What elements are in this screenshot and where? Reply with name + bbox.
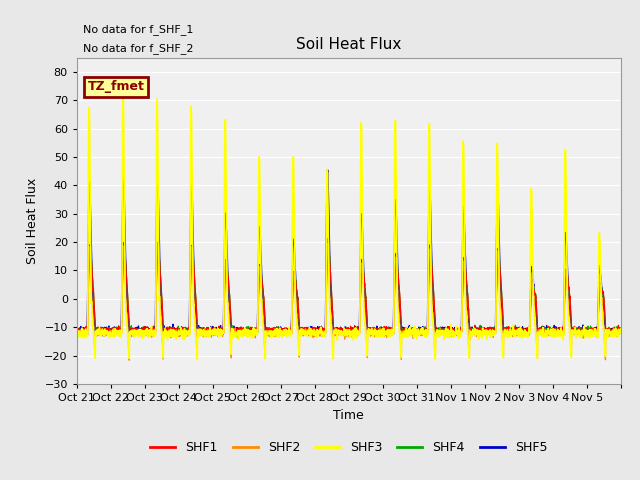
Y-axis label: Soil Heat Flux: Soil Heat Flux	[26, 178, 38, 264]
SHF1	[513, 329, 521, 335]
SHF5	[617, 327, 625, 333]
Line: SHF1: SHF1	[77, 238, 621, 335]
SHF2	[245, 330, 253, 336]
Title: Soil Heat Flux: Soil Heat Flux	[296, 37, 401, 52]
Line: SHF2: SHF2	[77, 242, 621, 360]
SHF1	[244, 329, 252, 335]
SHF4	[382, 327, 390, 333]
SHF3	[610, 331, 618, 336]
Line: SHF5: SHF5	[77, 170, 621, 336]
SHF5	[244, 328, 252, 334]
SHF1	[544, 326, 552, 332]
SHF4	[202, 332, 210, 337]
SHF1	[73, 328, 81, 334]
SHF3	[193, 357, 201, 363]
SHF2	[73, 331, 81, 337]
SHF3	[245, 333, 253, 338]
SHF2	[125, 357, 133, 363]
SHF2	[513, 329, 521, 335]
SHF4	[324, 240, 332, 245]
SHF5	[513, 328, 521, 334]
Text: No data for f_SHF_1: No data for f_SHF_1	[83, 24, 193, 35]
SHF3	[544, 330, 552, 336]
SHF1	[127, 327, 135, 333]
SHF3	[513, 328, 521, 334]
SHF2	[382, 331, 390, 336]
SHF5	[73, 329, 81, 335]
SHF4	[610, 327, 618, 333]
SHF5	[544, 325, 552, 331]
SHF1	[617, 326, 625, 332]
Line: SHF3: SHF3	[77, 96, 621, 360]
SHF3	[382, 328, 390, 334]
Legend: SHF1, SHF2, SHF3, SHF4, SHF5: SHF1, SHF2, SHF3, SHF4, SHF5	[145, 436, 552, 459]
SHF3	[617, 326, 625, 332]
SHF5	[324, 167, 332, 173]
Text: TZ_fmet: TZ_fmet	[88, 81, 145, 94]
SHF4	[245, 327, 253, 333]
SHF2	[154, 240, 161, 245]
SHF5	[318, 333, 326, 339]
SHF2	[610, 330, 618, 336]
SHF2	[127, 330, 135, 336]
SHF5	[610, 327, 618, 333]
Line: SHF4: SHF4	[77, 242, 621, 335]
SHF1	[382, 326, 390, 332]
SHF4	[544, 328, 552, 334]
SHF1	[367, 332, 375, 337]
SHF2	[544, 332, 552, 337]
Text: No data for f_SHF_2: No data for f_SHF_2	[83, 43, 194, 54]
SHF3	[127, 331, 135, 337]
SHF1	[324, 235, 332, 241]
SHF5	[127, 328, 135, 334]
SHF4	[127, 327, 135, 333]
X-axis label: Time: Time	[333, 408, 364, 421]
SHF3	[119, 93, 127, 98]
SHF5	[382, 325, 390, 331]
SHF4	[617, 325, 625, 331]
SHF2	[617, 329, 625, 335]
SHF4	[73, 327, 81, 333]
SHF1	[610, 328, 618, 334]
SHF3	[73, 326, 81, 332]
SHF4	[513, 327, 521, 333]
